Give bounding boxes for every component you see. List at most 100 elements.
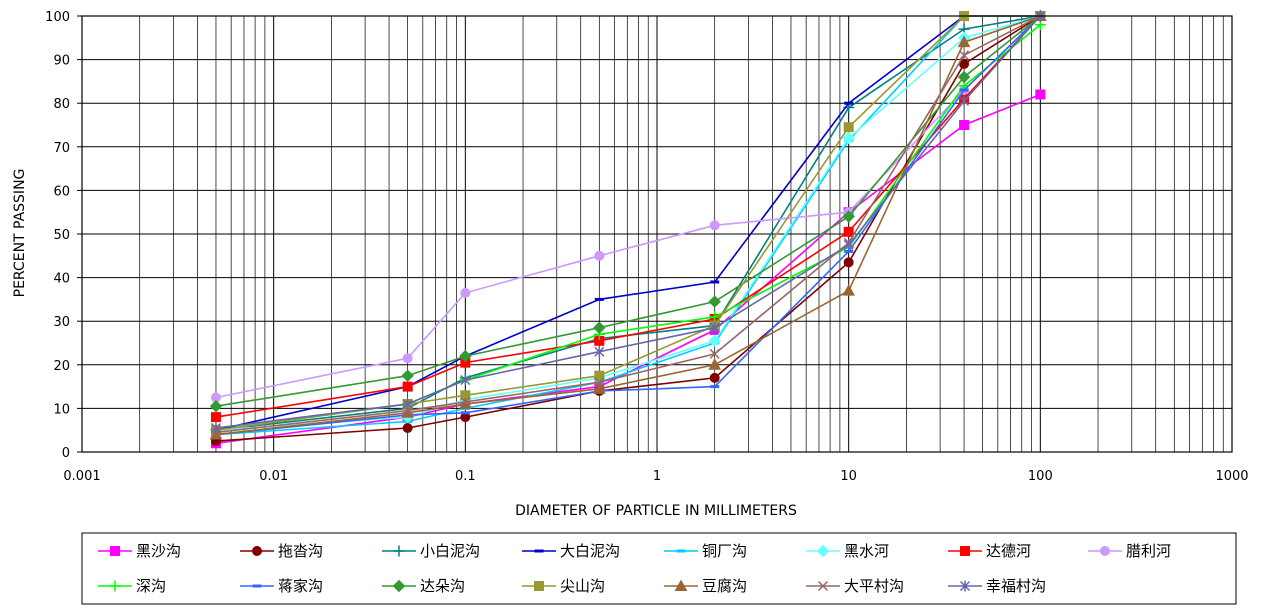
legend-entry: 腊利河	[1088, 542, 1171, 560]
series-line	[215, 15, 1041, 436]
data-point-diamond	[392, 579, 406, 593]
legend-entry: 幸福村沟	[948, 577, 1046, 595]
data-point-circle	[460, 287, 471, 298]
legend-label: 豆腐沟	[702, 577, 747, 595]
data-point-diamond	[708, 334, 721, 348]
series-line	[215, 15, 1041, 418]
data-point-triangle	[708, 358, 722, 370]
data-point-diamond	[708, 295, 721, 308]
legend-entry: 深沟	[98, 577, 166, 595]
data-point-star	[402, 398, 413, 410]
data-point-triangle	[592, 382, 606, 394]
data-point-plus	[709, 311, 721, 323]
y-tick-label: 20	[53, 359, 70, 374]
legend-label: 小白泥沟	[420, 542, 480, 560]
y-tick-label: 0	[62, 446, 70, 461]
data-point-circle	[594, 250, 605, 261]
legend-entry: 铜厂沟	[664, 542, 747, 560]
data-point-square	[959, 120, 970, 130]
data-point-triangle	[842, 284, 856, 296]
series-line	[215, 15, 1041, 436]
data-point-diamond	[816, 544, 830, 558]
legend-label: 大白泥沟	[560, 542, 620, 560]
legend-label: 拖沓沟	[278, 542, 323, 560]
legend-box	[81, 532, 1237, 605]
data-point-circle	[1100, 546, 1110, 556]
data-point-x	[709, 348, 720, 359]
series-15	[210, 10, 1046, 434]
legend-label: 达德河	[986, 542, 1031, 560]
data-point-diamond	[842, 210, 855, 223]
data-point-circle	[709, 220, 720, 231]
y-tick-label: 70	[53, 141, 70, 156]
series-line	[215, 15, 1041, 436]
legend-entry: 达朵沟	[382, 577, 465, 595]
y-tick-label: 60	[53, 184, 70, 199]
data-point-dash	[676, 549, 686, 553]
legend-label: 腊利河	[1126, 542, 1171, 560]
data-point-x	[460, 396, 471, 407]
data-point-dash	[710, 280, 720, 284]
x-tick-label: 0.1	[455, 469, 476, 484]
legend-label: 铜厂沟	[702, 542, 747, 560]
data-point-dash	[252, 584, 262, 588]
data-point-square	[843, 122, 854, 133]
data-point-square	[960, 546, 970, 556]
legend-entry: 豆腐沟	[664, 577, 747, 595]
data-point-square	[594, 370, 605, 381]
legend-entry: 大平村沟	[806, 577, 904, 595]
data-point-x	[594, 377, 605, 388]
data-point-x	[959, 50, 970, 61]
data-point-square	[402, 381, 413, 392]
data-point-square	[1035, 89, 1046, 100]
data-point-dash	[534, 549, 544, 553]
y-tick-label: 30	[53, 315, 70, 330]
y-tick-label: 50	[53, 228, 70, 243]
series-line	[215, 15, 1041, 429]
legend-entry: 黑沙沟	[98, 542, 181, 560]
data-point-triangle	[209, 428, 223, 440]
data-point-diamond	[593, 321, 606, 334]
y-tick-label: 10	[53, 402, 70, 417]
legend-label: 黑沙沟	[136, 542, 181, 560]
data-point-star	[959, 95, 970, 107]
y-tick-label: 80	[53, 97, 70, 112]
data-point-dash	[844, 101, 854, 105]
data-point-diamond	[842, 131, 855, 145]
legend-entry: 达德河	[948, 542, 1031, 560]
data-point-star	[843, 239, 854, 251]
legend-label: 达朵沟	[420, 577, 465, 595]
legend-entry: 黑水河	[806, 542, 889, 560]
data-point-square	[110, 546, 120, 556]
y-axis-title: PERCENT PASSING	[12, 169, 28, 298]
data-point-dash	[710, 385, 720, 389]
data-point-x	[817, 580, 829, 592]
series-line	[215, 15, 1041, 431]
data-point-diamond	[459, 349, 472, 363]
legend-entry: 小白泥沟	[382, 542, 480, 560]
x-tick-label: 100	[1028, 469, 1053, 484]
data-point-star	[460, 374, 471, 386]
x-tick-label: 1000	[1215, 469, 1248, 484]
x-tick-label: 0.001	[63, 469, 100, 484]
x-tick-label: 1	[653, 469, 661, 484]
data-point-diamond	[401, 369, 414, 382]
data-point-triangle	[401, 406, 414, 418]
data-point-dash	[460, 411, 470, 415]
series-line	[215, 15, 1041, 434]
data-point-diamond	[957, 70, 971, 84]
series-line	[215, 15, 1041, 399]
data-point-circle	[402, 423, 413, 434]
data-point-star	[709, 322, 720, 334]
data-point-diamond	[209, 400, 223, 413]
legend-label: 幸福村沟	[986, 577, 1046, 595]
y-tick-label: 90	[53, 54, 70, 69]
legend-label: 深沟	[136, 577, 166, 595]
data-point-circle	[709, 372, 720, 383]
axes: 0.001 0.01 0.1 1 10 100 1000 0 10 20 30 40 50 60 70 80 9…	[45, 10, 1248, 484]
data-point-square	[843, 226, 854, 237]
data-point-square	[534, 581, 544, 591]
legend-label: 大平村沟	[844, 577, 904, 595]
